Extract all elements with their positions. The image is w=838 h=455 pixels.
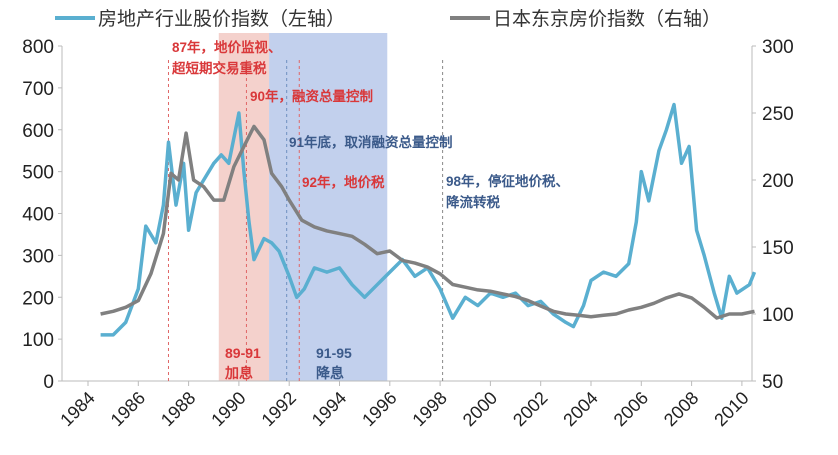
x-tick-label: 2006 xyxy=(610,388,652,430)
annotation-text: 98年，停征地价税、 xyxy=(446,173,569,189)
y-left-tick-label: 500 xyxy=(22,163,54,184)
x-tick-label: 1996 xyxy=(358,388,400,430)
x-tick-label: 2010 xyxy=(710,388,752,430)
shaded-period xyxy=(218,33,270,381)
y-left-tick-label: 700 xyxy=(22,79,54,100)
x-tick-label: 2000 xyxy=(459,388,501,430)
y-right-tick-label: 200 xyxy=(762,171,794,192)
annotation-text: 降流转税 xyxy=(446,194,500,210)
x-tick-label: 1992 xyxy=(258,388,300,430)
series-line-0 xyxy=(100,102,757,337)
y-right-tick-label: 250 xyxy=(762,104,794,125)
x-tick-label: 1990 xyxy=(207,388,249,430)
annotation-text: 91年底，取消融资总量控制 xyxy=(289,134,453,150)
y-left-tick-label: 800 xyxy=(22,37,54,58)
series-line-1 xyxy=(100,124,755,320)
x-tick-label: 1988 xyxy=(157,388,199,430)
x-tick-label: 1984 xyxy=(56,388,98,430)
x-tick-label: 2002 xyxy=(509,388,551,430)
y-right-tick-label: 50 xyxy=(762,372,783,393)
annotation-text: 90年，融资总量控制 xyxy=(250,88,373,104)
y-left-tick-label: 200 xyxy=(22,288,54,309)
annotation-text: 92年，地价税 xyxy=(302,174,385,190)
x-tick-label: 1994 xyxy=(308,388,350,430)
y-right-tick-label: 100 xyxy=(762,305,794,326)
y-left-tick-label: 400 xyxy=(22,205,54,226)
annotation-text: 超短期交易重税 xyxy=(171,60,267,76)
x-tick-label: 1986 xyxy=(107,388,149,430)
legend-label-1: 日本东京房价指数（右轴） xyxy=(493,8,721,30)
shaded-period-label: 加息 xyxy=(224,365,253,381)
x-tick-label: 2004 xyxy=(559,388,601,430)
y-left-tick-label: 0 xyxy=(43,372,54,393)
shaded-period-label: 降息 xyxy=(316,365,344,381)
shaded-period-label: 91-95 xyxy=(316,345,352,361)
shaded-period xyxy=(269,33,388,381)
shaded-period-label: 89-91 xyxy=(225,345,261,361)
x-tick-label: 1998 xyxy=(408,388,450,430)
y-right-tick-label: 300 xyxy=(762,37,794,58)
y-left-tick-label: 100 xyxy=(22,330,54,351)
y-right-tick-label: 150 xyxy=(762,238,794,259)
y-left-tick-label: 600 xyxy=(22,121,54,142)
legend-label-0: 房地产行业股价指数（左轴） xyxy=(98,8,345,30)
x-tick-label: 2008 xyxy=(660,388,702,430)
y-left-tick-label: 300 xyxy=(22,246,54,267)
annotation-text: 87年，地价监视、 xyxy=(172,39,282,55)
